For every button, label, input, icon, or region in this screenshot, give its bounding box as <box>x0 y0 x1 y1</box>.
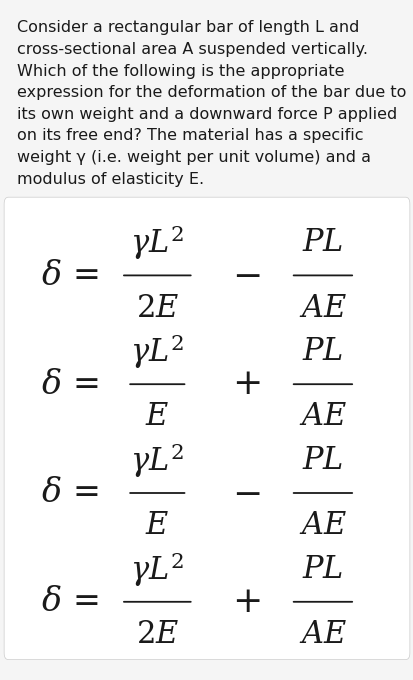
Text: $+$: $+$ <box>232 367 260 401</box>
Text: $E$: $E$ <box>145 511 169 540</box>
Text: $-$: $-$ <box>232 258 260 292</box>
Text: $\gamma L^2$: $\gamma L^2$ <box>130 549 184 589</box>
Text: $E$: $E$ <box>145 403 169 431</box>
Text: $\gamma L^2$: $\gamma L^2$ <box>130 223 184 262</box>
Text: $+$: $+$ <box>232 585 260 619</box>
Text: $PL$: $PL$ <box>301 228 343 257</box>
Text: $-$: $-$ <box>232 476 260 510</box>
Text: $\delta\,=$: $\delta\,=$ <box>41 259 99 292</box>
Text: $AE$: $AE$ <box>298 403 346 431</box>
Text: $\delta\,=$: $\delta\,=$ <box>41 477 99 509</box>
Text: $\delta\,=$: $\delta\,=$ <box>41 368 99 401</box>
Text: $PL$: $PL$ <box>301 446 343 475</box>
Text: $\delta\,=$: $\delta\,=$ <box>41 585 99 618</box>
Text: $PL$: $PL$ <box>301 555 343 583</box>
Text: Consider a rectangular bar of length L and
cross-sectional area A suspended vert: Consider a rectangular bar of length L a… <box>17 20 405 186</box>
Text: $2E$: $2E$ <box>135 620 178 649</box>
Text: $PL$: $PL$ <box>301 337 343 366</box>
FancyBboxPatch shape <box>4 197 409 660</box>
Text: $AE$: $AE$ <box>298 620 346 649</box>
Text: $\gamma L^2$: $\gamma L^2$ <box>130 441 184 480</box>
Text: $\gamma L^2$: $\gamma L^2$ <box>130 332 184 371</box>
Text: $2E$: $2E$ <box>135 294 178 322</box>
Text: $AE$: $AE$ <box>298 511 346 540</box>
Text: $AE$: $AE$ <box>298 294 346 322</box>
